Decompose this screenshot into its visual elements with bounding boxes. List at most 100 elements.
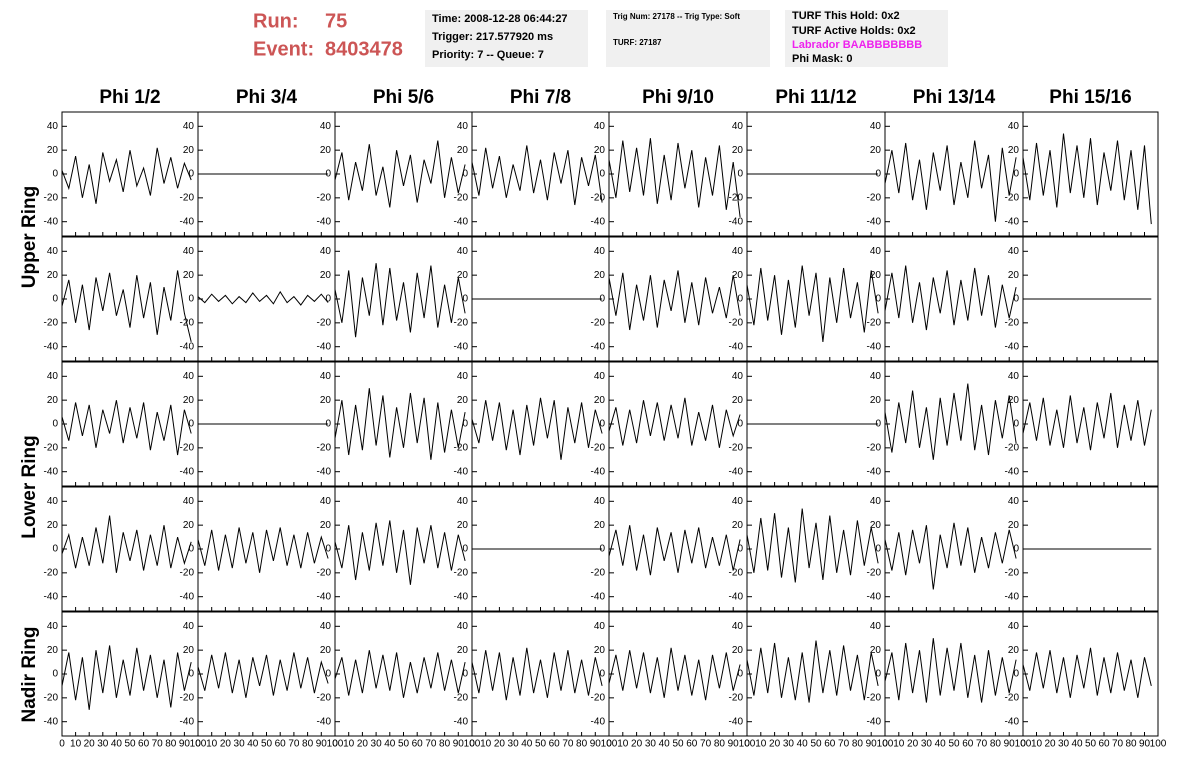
y-tick-label: -40 [1005, 466, 1020, 477]
panel-frame [608, 111, 748, 237]
x-tick-label: 100 [190, 739, 207, 750]
y-tick-label: 20 [320, 520, 332, 531]
y-tick-label: 0 [737, 544, 743, 555]
y-tick-label: 20 [320, 645, 332, 656]
info-text: Priority: 7 -- Queue: 7 [432, 49, 544, 61]
panel-frame [1022, 361, 1159, 487]
y-tick-label: -20 [1005, 442, 1020, 453]
x-tick-label: 70 [976, 739, 988, 750]
y-tick-label: -40 [867, 216, 882, 227]
y-tick-label: 0 [52, 294, 58, 305]
x-tick-label: 0 [882, 739, 888, 750]
y-tick-label: -20 [454, 442, 469, 453]
y-tick-label: -40 [317, 716, 332, 727]
y-tick-label: 0 [188, 669, 194, 680]
x-tick-label: 100 [1015, 739, 1032, 750]
y-tick-label: -40 [1005, 216, 1020, 227]
y-tick-label: 0 [1013, 169, 1019, 180]
y-tick-label: 40 [183, 621, 195, 632]
y-tick-label: -20 [454, 317, 469, 328]
y-tick-label: 20 [1008, 520, 1020, 531]
x-tick-label: 20 [220, 739, 232, 750]
waveform [884, 522, 1017, 590]
x-tick-label: 10 [206, 739, 218, 750]
x-tick-label: 30 [1058, 739, 1070, 750]
y-tick-label: -40 [317, 591, 332, 602]
y-tick-label: 40 [870, 621, 882, 632]
y-tick-label: 20 [1008, 395, 1020, 406]
waveform [334, 263, 466, 338]
y-tick-label: 0 [1013, 544, 1019, 555]
waveform [471, 647, 603, 701]
y-tick-label: 0 [325, 669, 331, 680]
x-tick-label: 50 [398, 739, 410, 750]
y-tick-label: -20 [867, 442, 882, 453]
x-tick-label: 10 [70, 739, 82, 750]
waveform [608, 647, 741, 701]
y-tick-label: -20 [1005, 567, 1020, 578]
waveform [608, 397, 741, 448]
y-tick-label: -40 [454, 591, 469, 602]
x-tick-label: 60 [549, 739, 561, 750]
panel-frame [746, 236, 886, 362]
y-tick-label: -20 [44, 317, 59, 328]
y-tick-label: -40 [1005, 591, 1020, 602]
y-tick-label: 40 [594, 371, 606, 382]
x-tick-label: 0 [606, 739, 612, 750]
y-tick-label: -20 [867, 317, 882, 328]
x-tick-label: 100 [601, 739, 618, 750]
y-tick-label: 0 [325, 419, 331, 430]
y-tick-label: 0 [188, 544, 194, 555]
y-tick-label: 40 [594, 496, 606, 507]
x-tick-label: 60 [138, 739, 150, 750]
panel-frame [334, 236, 473, 362]
y-tick-label: 20 [732, 145, 744, 156]
y-tick-label: -20 [729, 442, 744, 453]
x-tick-label: 10 [343, 739, 355, 750]
waveform [884, 140, 1017, 222]
panel-frame [197, 611, 336, 737]
row-title: Upper Ring [19, 186, 40, 288]
y-tick-label: -20 [317, 442, 332, 453]
y-tick-label: -40 [591, 716, 606, 727]
x-tick-label: 40 [384, 739, 396, 750]
info-box [606, 10, 770, 67]
y-tick-label: 40 [732, 121, 744, 132]
y-tick-label: -20 [180, 567, 195, 578]
y-tick-label: -40 [729, 591, 744, 602]
x-tick-label: 70 [288, 739, 300, 750]
panel-frame [884, 361, 1024, 487]
y-tick-label: 0 [325, 544, 331, 555]
panel-frame [884, 486, 1024, 612]
panel-frame [61, 236, 199, 362]
x-tick-label: 30 [97, 739, 109, 750]
y-tick-label: -40 [591, 216, 606, 227]
panel-frame [884, 611, 1024, 737]
y-tick-label: -20 [317, 567, 332, 578]
y-tick-label: 40 [870, 121, 882, 132]
y-tick-label: 0 [875, 294, 881, 305]
y-tick-label: 20 [457, 395, 469, 406]
y-tick-label: -20 [180, 442, 195, 453]
y-tick-label: -40 [454, 216, 469, 227]
x-tick-label: 60 [1098, 739, 1110, 750]
waveform [61, 645, 192, 710]
y-tick-label: -40 [44, 216, 59, 227]
waveform [884, 638, 1017, 703]
y-tick-label: -40 [317, 216, 332, 227]
y-tick-label: 40 [870, 371, 882, 382]
y-tick-label: -20 [454, 192, 469, 203]
y-tick-label: -20 [729, 192, 744, 203]
column-title: Phi 3/4 [236, 87, 298, 108]
y-tick-label: -20 [867, 192, 882, 203]
panel-frame [608, 236, 748, 362]
info-text: Labrador BAABBBBBBB [792, 39, 922, 51]
x-tick-label: 50 [810, 739, 822, 750]
x-tick-label: 70 [562, 739, 574, 750]
y-tick-label: -20 [317, 317, 332, 328]
x-tick-label: 90 [1004, 739, 1016, 750]
x-tick-label: 0 [744, 739, 750, 750]
waveform [197, 527, 329, 573]
panel-frame [334, 361, 473, 487]
x-tick-label: 30 [645, 739, 657, 750]
